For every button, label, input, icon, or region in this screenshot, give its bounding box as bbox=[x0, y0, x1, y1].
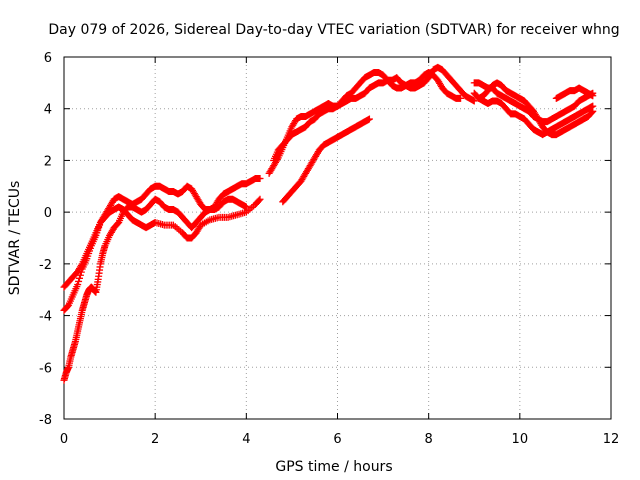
data-point bbox=[589, 92, 597, 100]
y-tick-label: 6 bbox=[44, 51, 52, 66]
x-tick-label: 6 bbox=[333, 432, 341, 447]
data-point bbox=[365, 115, 373, 123]
series-trace-i bbox=[470, 89, 597, 139]
plot-frame bbox=[63, 56, 612, 420]
data-point bbox=[75, 277, 83, 285]
grid-lines bbox=[64, 57, 611, 419]
data-point bbox=[273, 155, 281, 163]
data-point bbox=[256, 175, 264, 183]
y-tick-label: 0 bbox=[44, 206, 52, 221]
y-tick-label: -4 bbox=[39, 310, 52, 325]
y-tick-label: -8 bbox=[39, 413, 52, 428]
chart-title: Day 079 of 2026, Sidereal Day-to-day VTE… bbox=[48, 22, 619, 38]
data-point bbox=[457, 94, 465, 102]
data-markers bbox=[60, 63, 597, 384]
y-axis-label: SDTVAR / TECUs bbox=[7, 181, 23, 296]
series-trace-c bbox=[60, 195, 250, 384]
y-tick-label: 2 bbox=[44, 154, 52, 169]
series-trace-f bbox=[279, 115, 373, 206]
data-point bbox=[75, 274, 83, 282]
series-trace-j bbox=[552, 84, 597, 102]
y-tick-label: -6 bbox=[39, 361, 52, 376]
data-point bbox=[77, 261, 85, 269]
data-point bbox=[255, 196, 263, 204]
data-point bbox=[589, 102, 597, 110]
tick-labels: 0 2 4 6 8 10 12 -8 -6 -4 -2 0 2 4 6 bbox=[39, 51, 619, 447]
x-tick-label: 12 bbox=[603, 432, 620, 447]
series-trace-e bbox=[265, 69, 465, 177]
data-point bbox=[470, 97, 478, 105]
series-trace-h bbox=[475, 79, 597, 139]
x-axis-label: GPS time / hours bbox=[275, 459, 392, 475]
x-tick-label: 4 bbox=[242, 432, 250, 447]
y-tick-label: -2 bbox=[39, 258, 52, 273]
series-trace-b bbox=[60, 195, 264, 291]
data-point bbox=[74, 281, 82, 289]
x-tick-label: 10 bbox=[512, 432, 529, 447]
x-tick-label: 8 bbox=[425, 432, 433, 447]
y-tick-label: 4 bbox=[44, 103, 52, 118]
x-tick-label: 2 bbox=[151, 432, 159, 447]
data-point bbox=[242, 203, 250, 211]
data-point bbox=[256, 195, 264, 203]
x-tick-label: 0 bbox=[60, 432, 68, 447]
